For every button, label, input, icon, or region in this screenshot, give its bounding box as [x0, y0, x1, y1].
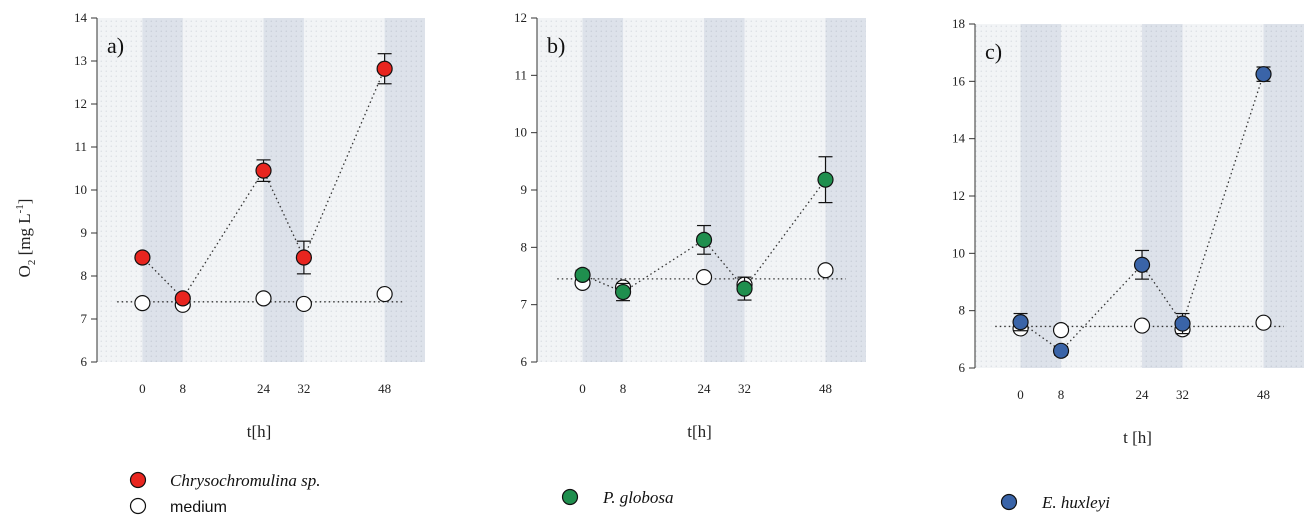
x-tick-label: 0 — [1017, 387, 1024, 402]
legend: Chrysochromulina sp. medium P. globosa E… — [129, 471, 1110, 516]
medium-point — [695, 269, 713, 286]
dark-period-band — [1020, 24, 1062, 368]
dark-period-band — [825, 18, 866, 362]
panel-3: 6 8 10 12 14 16 18 0 8 24 32 48 t [h] c) — [952, 16, 1304, 447]
panel-1: 6 7 8 9 10 11 12 13 14 0 8 24 32 48 t[h] a) — [74, 10, 425, 441]
y-tick-label: 9 — [81, 225, 88, 240]
medium-point — [255, 290, 272, 307]
y-tick-label: 10 — [514, 125, 527, 140]
y-tick-label: 13 — [74, 53, 87, 68]
x-tick-label: 48 — [819, 381, 832, 396]
legend-label-ehuxleyi: E. huxleyi — [1041, 493, 1110, 512]
y-tick-label: 7 — [81, 311, 88, 326]
medium-point — [1255, 314, 1272, 331]
legend-label-medium: medium — [170, 499, 227, 516]
species-point — [255, 162, 272, 179]
species-point — [376, 60, 393, 77]
dark-period-band — [582, 18, 624, 362]
species-point — [736, 280, 753, 297]
species-point — [574, 266, 591, 283]
y-tick-label: 14 — [74, 10, 88, 25]
species-point — [1052, 342, 1070, 359]
dark-period-band — [142, 18, 183, 362]
medium-point — [376, 285, 393, 303]
medium-point — [817, 262, 834, 279]
y-tick-label: 16 — [952, 73, 966, 88]
dark-period-band — [704, 18, 745, 362]
x-tick-label: 8 — [180, 381, 187, 396]
y-tick-label: 10 — [952, 245, 965, 260]
species-point — [295, 249, 312, 266]
species-point — [134, 249, 151, 266]
y-tick-label: 6 — [81, 354, 88, 369]
panel-label: b) — [547, 33, 565, 58]
x-tick-label: 0 — [139, 381, 146, 396]
y-tick-label: 14 — [952, 131, 966, 146]
legend-label-pglobosa: P. globosa — [602, 488, 674, 507]
panel-label: a) — [107, 33, 124, 58]
species-point — [174, 290, 191, 307]
dark-period-band — [1142, 24, 1183, 368]
x-tick-label: 48 — [378, 381, 391, 396]
x-tick-label: 0 — [579, 381, 586, 396]
legend-label-chryso: Chrysochromulina sp. — [170, 471, 321, 490]
legend-marker-ehuxleyi — [1000, 493, 1018, 511]
x-tick-label: 24 — [1136, 387, 1150, 402]
medium-point — [295, 295, 312, 313]
y-tick-label: 12 — [74, 96, 87, 111]
x-axis-label: t [h] — [1123, 428, 1152, 447]
y-tick-label: 18 — [952, 16, 965, 31]
x-tick-label: 24 — [257, 381, 271, 396]
x-tick-label: 32 — [297, 381, 310, 396]
y-tick-label: 7 — [521, 297, 528, 312]
panel-label: c) — [985, 39, 1002, 64]
y-tick-label: 12 — [952, 188, 965, 203]
legend-marker-pglobosa — [561, 488, 579, 506]
dark-period-band — [263, 18, 304, 362]
species-point — [614, 283, 632, 301]
x-tick-label: 8 — [620, 381, 627, 396]
y-tick-label: 10 — [74, 182, 87, 197]
species-point — [1012, 314, 1029, 331]
y-tick-label: 6 — [959, 360, 966, 375]
x-tick-label: 48 — [1257, 387, 1270, 402]
species-point — [1174, 315, 1191, 332]
y-tick-label: 11 — [514, 67, 527, 82]
legend-marker-medium — [129, 497, 147, 515]
medium-point — [1052, 322, 1070, 339]
x-tick-label: 32 — [738, 381, 751, 396]
y-tick-label: 8 — [521, 239, 528, 254]
y-tick-label: 9 — [521, 182, 528, 197]
legend-marker-chryso — [129, 471, 147, 489]
medium-point — [1133, 317, 1151, 334]
species-point — [817, 171, 834, 188]
y-tick-label: 6 — [521, 354, 528, 369]
y-tick-label: 12 — [514, 10, 527, 25]
medium-point — [134, 294, 151, 312]
y-tick-label: 11 — [74, 139, 87, 154]
y-tick-label: 8 — [959, 303, 966, 318]
species-point — [1255, 66, 1272, 83]
panel-2: 6 7 8 9 10 11 12 0 8 24 32 48 t[h] b) — [514, 10, 866, 441]
x-tick-label: 32 — [1176, 387, 1189, 402]
species-point — [1133, 256, 1151, 273]
x-tick-label: 8 — [1058, 387, 1065, 402]
x-tick-label: 24 — [698, 381, 712, 396]
x-axis-label: t[h] — [247, 422, 272, 441]
y-axis-label: O2 [mg L-1] — [14, 199, 38, 278]
x-axis-label: t[h] — [687, 422, 712, 441]
dark-period-band — [384, 18, 425, 362]
species-point — [695, 231, 713, 248]
y-tick-label: 8 — [81, 268, 88, 283]
